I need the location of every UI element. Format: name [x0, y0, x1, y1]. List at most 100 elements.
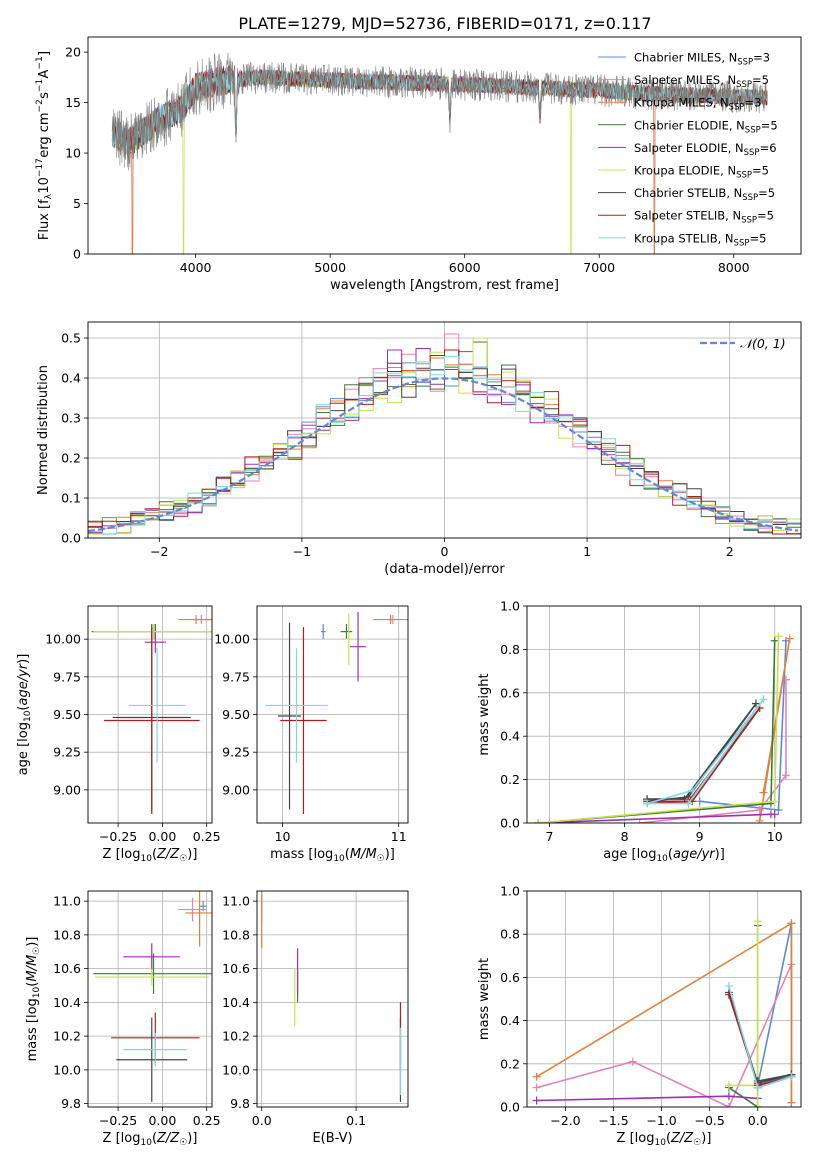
- y-tick-label: 9.00: [53, 782, 81, 797]
- weight-marker: [643, 799, 652, 808]
- y-tick-label: 0.0: [61, 531, 81, 546]
- legend-entry: Salpeter ELODIE, NSSP=6: [634, 141, 777, 158]
- y-axis-label: age [log10(age/yr)]: [16, 654, 33, 776]
- plot-area: [527, 891, 801, 1107]
- x-tick-label: 8000: [718, 260, 750, 275]
- x-tick-label: 0.25: [193, 1113, 221, 1128]
- legend-entry: Chabrier ELODIE, NSSP=5: [634, 118, 778, 135]
- weight-marker: [724, 982, 733, 991]
- data-spectrum-line: [111, 52, 768, 171]
- y-tick-label: 9.75: [222, 669, 250, 684]
- weight-line-chabrier_stelib: [728, 992, 792, 1085]
- weight-marker: [755, 805, 764, 814]
- weight-marker: [770, 797, 779, 806]
- weight-marker: [753, 917, 762, 926]
- legend-entry: Kroupa MILES, NSSP=3: [634, 96, 761, 113]
- y-tick-label: 0.0: [500, 816, 520, 831]
- panel-mass_vs_ebv: 0.0 0.1 9.8 10.0 10.2 10.4 10.6 10.8 11.0 E(B-V): [222, 890, 409, 1146]
- y-tick-label: 5: [73, 196, 81, 211]
- legend-entry: 𝒩(0, 1): [740, 336, 786, 351]
- plot-area: [88, 891, 212, 1107]
- panel-age_vs_Z: −0.25 0.00 0.25 9.00 9.25 9.50 9.75 10.00 Z [log…: [16, 605, 221, 864]
- gaussian-curve: [88, 377, 799, 533]
- y-tick-label: 0.4: [500, 1013, 520, 1028]
- panel-weight_vs_Z: −2.0 −1.5 −1.0 −0.5 0.0 0.0 0.2 0.4 0.6 0.8 1.0 mas…: [477, 884, 802, 1148]
- weight-marker: [785, 634, 794, 643]
- plot-area: [527, 606, 801, 823]
- y-tick-label: 10.4: [222, 995, 250, 1010]
- weight-marker: [753, 1103, 762, 1107]
- y-tick-label: 9.00: [222, 782, 250, 797]
- y-tick-label: 10.0: [53, 1062, 81, 1077]
- y-tick-label: 10.00: [45, 632, 81, 647]
- plot-area: [257, 891, 408, 1107]
- y-tick-label: 9.75: [53, 669, 81, 684]
- y-tick-label: 0.2: [500, 772, 520, 787]
- x-tick-label: −0.25: [99, 829, 137, 844]
- y-tick-label: 0.2: [61, 451, 81, 466]
- x-tick-label: 0.00: [148, 1113, 176, 1128]
- y-tick-label: 10.4: [53, 995, 81, 1010]
- x-tick-label: −1.5: [598, 1113, 628, 1128]
- y-tick-label: 0.6: [500, 970, 520, 985]
- weight-marker: [684, 799, 693, 808]
- x-tick-label: 0.0: [748, 1113, 768, 1128]
- x-tick-label: 6000: [449, 260, 481, 275]
- y-tick-label: 10.6: [53, 961, 81, 976]
- weight-marker: [755, 816, 764, 823]
- y-tick-label: 0.3: [61, 411, 81, 426]
- x-tick-label: 2: [726, 544, 734, 559]
- x-axis-label: Z [log10(Z/Z☉)]: [103, 1131, 198, 1148]
- x-tick-label: 4000: [180, 260, 212, 275]
- y-tick-label: 9.50: [222, 707, 250, 722]
- x-tick-label: 7000: [583, 260, 615, 275]
- x-tick-label: 10: [767, 829, 783, 844]
- x-tick-label: 0.1: [346, 1113, 366, 1128]
- weight-marker: [724, 1092, 733, 1101]
- panel-age_vs_mass: 10 11 9.00 9.25 9.50 9.75 10.00 mass [log10(M/M…: [214, 605, 409, 864]
- axes-frame: [87, 890, 213, 1108]
- legend-entry: Kroupa STELIB, NSSP=5: [634, 231, 766, 248]
- weight-marker: [770, 636, 779, 645]
- y-axis-label: Flux [fλ 10−17 erg cm−2 s−1 A−1 ]: [35, 51, 54, 240]
- weight-marker: [534, 819, 543, 823]
- y-tick-label: 0.0: [500, 1100, 520, 1115]
- weight-marker: [635, 819, 644, 823]
- y-tick-label: 10.8: [222, 927, 250, 942]
- weight-marker: [751, 699, 760, 708]
- x-tick-label: 11: [391, 829, 407, 844]
- y-tick-label: 1.0: [500, 884, 520, 899]
- weight-marker: [781, 771, 790, 780]
- weight-marker: [724, 1103, 733, 1107]
- weight-marker: [759, 695, 768, 704]
- weight-marker: [532, 1096, 541, 1105]
- legend-entry: Salpeter STELIB, NSSP=5: [634, 209, 774, 226]
- axes-frame: [87, 605, 213, 824]
- weight-line-chabrier_stelib: [647, 703, 757, 803]
- panel-weight_vs_age: 7 8 9 10 0.0 0.2 0.4 0.6 0.8 1.0 mass weight age [l…: [477, 599, 802, 864]
- x-tick-label: 9: [696, 829, 704, 844]
- weight-line-kroupa_stelib: [646, 698, 765, 805]
- y-tick-label: 10.2: [53, 1029, 81, 1044]
- y-axis-label: mass weight: [477, 673, 492, 755]
- plot-area: [257, 606, 408, 823]
- x-tick-label: −0.5: [694, 1113, 724, 1128]
- y-tick-label: 0.4: [500, 729, 520, 744]
- y-tick-label: 10: [65, 146, 81, 161]
- x-tick-label: 10: [275, 829, 291, 844]
- x-tick-label: 0.25: [193, 829, 221, 844]
- y-tick-label: 0.4: [61, 371, 81, 386]
- x-tick-label: 0: [441, 544, 449, 559]
- x-axis-label: E(B-V): [312, 1131, 352, 1146]
- weight-line-kroupa_stelib: [728, 985, 792, 1089]
- weight-marker: [628, 1057, 637, 1066]
- weight-line-kroupa_miles: [536, 921, 793, 1103]
- x-tick-label: 0.0: [252, 1113, 272, 1128]
- legend-entry: Chabrier STELIB, NSSP=5: [634, 186, 775, 203]
- hist-series-kroupa_stelib: [88, 355, 801, 535]
- y-axis-label: mass weight: [477, 958, 492, 1040]
- y-tick-label: 9.50: [53, 707, 81, 722]
- weight-marker: [787, 919, 796, 928]
